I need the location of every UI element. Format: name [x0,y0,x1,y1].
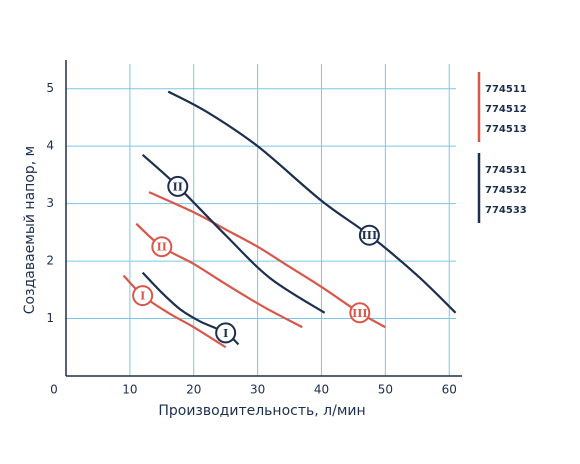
curve-label: I [140,290,145,303]
curve-badge [215,322,237,344]
y-axis-title: Создаваемый напор, м [22,146,38,314]
curve-label: I [223,327,228,340]
x-tick-label: 10 [122,383,137,397]
x-axis-title: Производительность, л/мин [158,403,365,419]
legend-label: 774533 [485,205,527,216]
y-tick-label: 4 [46,139,54,153]
curve [141,153,326,314]
legend-label: 774532 [485,185,527,196]
x-tick-label: 20 [186,383,201,397]
curve-label: III [362,229,377,242]
curve-badge [151,236,173,258]
curve-badge [167,175,189,197]
y-tick-label: 1 [46,311,54,325]
y-tick-label: 3 [46,196,54,210]
legend-label: 774512 [485,104,527,115]
x-tick-label: 40 [314,383,329,397]
curve-badge [358,224,380,246]
curve-badge [132,285,154,307]
x-tick-label: 60 [442,383,457,397]
legend-label: 774513 [485,124,527,135]
curve-label: III [352,307,367,320]
x-tick-label: 50 [378,383,393,397]
legend-label: 774531 [485,165,527,176]
curve-label: II [173,180,183,193]
x-tick-label: 0 [50,383,58,397]
x-tick-label: 30 [250,383,265,397]
y-tick-label: 5 [46,81,54,95]
legend-label: 774511 [485,84,527,95]
curve-badge [349,302,371,324]
curve [167,90,457,314]
curve-label: II [157,241,167,254]
y-tick-label: 2 [46,254,54,268]
